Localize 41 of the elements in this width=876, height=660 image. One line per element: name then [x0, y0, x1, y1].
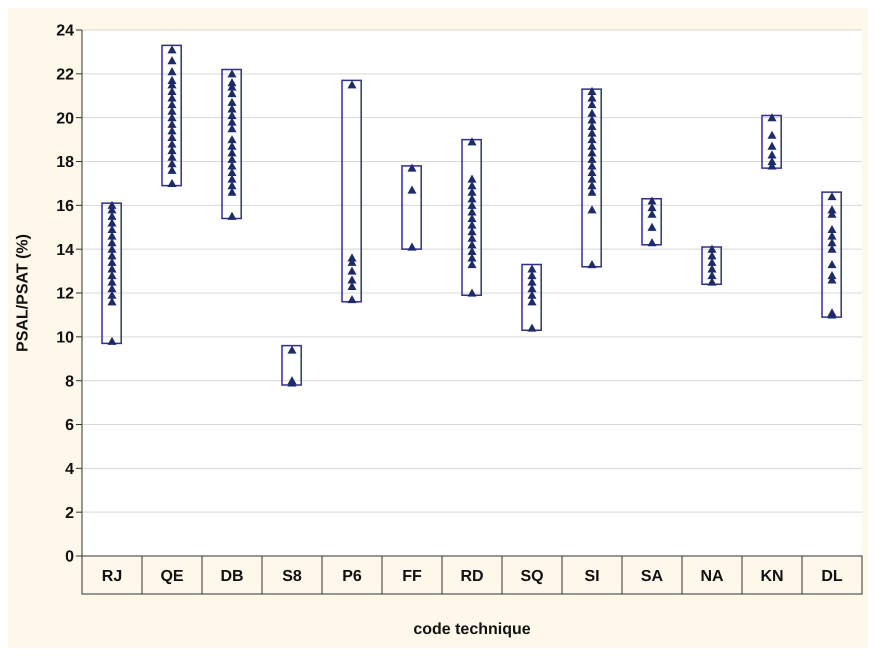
y-tick-label: 4	[65, 461, 74, 478]
x-axis-title: code technique	[413, 621, 531, 638]
y-tick-label: 2	[65, 504, 74, 522]
bar	[401, 165, 422, 250]
x-tick-label: FF	[402, 568, 422, 585]
bar	[341, 80, 362, 303]
bar	[281, 344, 302, 386]
bar	[161, 44, 182, 186]
x-tick-label: QE	[160, 568, 184, 585]
bar	[581, 88, 602, 268]
x-tick-label: P6	[342, 568, 362, 585]
x-tick-label: RD	[460, 568, 484, 585]
x-tick-label: DB	[220, 568, 244, 585]
bar	[101, 202, 122, 344]
bar	[761, 114, 782, 169]
x-tick-label: SA	[640, 568, 664, 585]
bar	[641, 198, 662, 246]
bar	[701, 246, 722, 285]
x-tick-label: KN	[760, 568, 784, 585]
y-tick-label: 22	[56, 66, 74, 84]
bar	[461, 138, 482, 296]
y-axis-title: PSAL/PSAT (%)	[14, 234, 32, 352]
bar	[821, 191, 842, 318]
x-tick-label: SI	[584, 568, 600, 585]
y-tick-label: 14	[56, 242, 74, 259]
bar	[221, 68, 242, 220]
x-tick-label: RJ	[102, 568, 122, 585]
y-tick-label: 24	[56, 22, 74, 40]
x-tick-label: SQ	[520, 568, 544, 585]
y-tick-label: 6	[65, 417, 74, 434]
bar	[521, 264, 542, 332]
y-tick-label: 16	[56, 198, 74, 216]
y-tick-label: 18	[56, 154, 74, 172]
y-tick-label: 0	[65, 548, 74, 566]
y-tick-label: 10	[56, 330, 74, 347]
y-tick-label: 12	[56, 286, 74, 303]
x-tick-label: S8	[282, 568, 302, 585]
x-tick-label: NA	[700, 568, 724, 585]
y-tick-label: 20	[56, 110, 74, 128]
x-tick-label: DL	[821, 568, 843, 585]
y-tick-label: 8	[65, 373, 74, 390]
